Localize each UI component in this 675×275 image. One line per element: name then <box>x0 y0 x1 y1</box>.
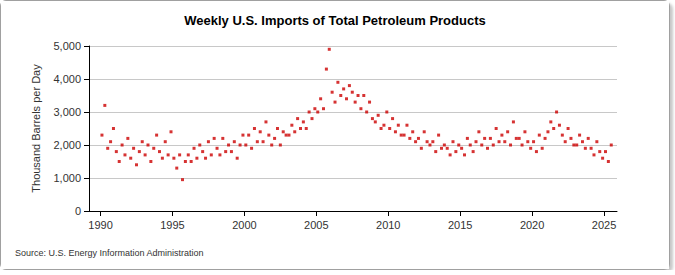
svg-text:1995: 1995 <box>160 219 184 231</box>
svg-text:5,000: 5,000 <box>53 40 81 52</box>
svg-text:4,000: 4,000 <box>53 73 81 85</box>
svg-text:2015: 2015 <box>448 219 472 231</box>
svg-text:0: 0 <box>75 205 81 217</box>
svg-text:Weekly U.S. Imports of Total P: Weekly U.S. Imports of Total Petroleum P… <box>184 13 485 28</box>
svg-text:1,000: 1,000 <box>53 172 81 184</box>
svg-text:2020: 2020 <box>520 219 544 231</box>
svg-text:1990: 1990 <box>88 219 112 231</box>
svg-text:2,000: 2,000 <box>53 139 81 151</box>
svg-text:Thousand Barrels per Day: Thousand Barrels per Day <box>30 64 42 193</box>
svg-text:2005: 2005 <box>304 219 328 231</box>
svg-text:2000: 2000 <box>232 219 256 231</box>
svg-text:Source: U.S. Energy Informatio: Source: U.S. Energy Information Administ… <box>15 248 204 258</box>
svg-text:2025: 2025 <box>592 219 616 231</box>
svg-text:2010: 2010 <box>376 219 400 231</box>
svg-text:3,000: 3,000 <box>53 106 81 118</box>
